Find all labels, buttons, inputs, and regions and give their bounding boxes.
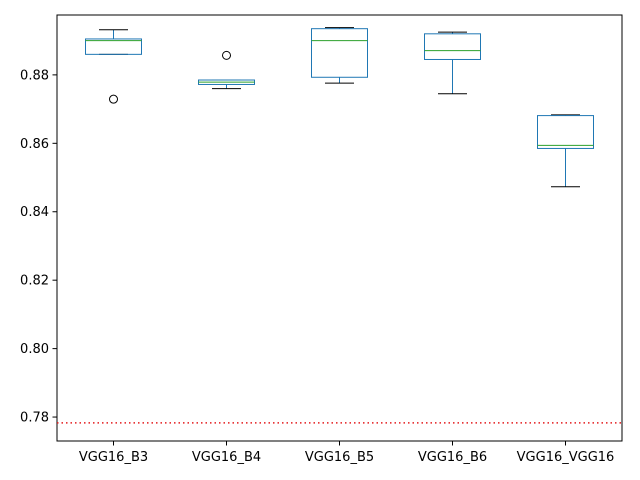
y-tick-label: 0.82: [20, 274, 49, 289]
box-vgg16-b5: [311, 27, 368, 84]
outlier-point: [222, 50, 231, 60]
y-tick-label: 0.80: [20, 342, 49, 357]
y-tick-label: 0.84: [20, 205, 49, 220]
y-tick-label: 0.78: [20, 411, 49, 426]
box-series: [85, 27, 594, 188]
x-tick-label: VGG16_B6: [418, 450, 487, 465]
y-tick-label: 0.86: [20, 137, 49, 152]
x-axis: VGG16_B3 VGG16_B4 VGG16_B5 VGG16_B6 VGG16_VG…: [79, 441, 614, 465]
y-tick-label: 0.88: [20, 68, 49, 83]
x-tick-label: VGG16_B4: [192, 450, 261, 465]
iqr-box: [537, 115, 594, 149]
x-tick-label: VGG16_B3: [79, 450, 148, 465]
outlier-point: [109, 94, 118, 104]
x-tick-label: VGG16_B5: [305, 450, 374, 465]
box-vgg16-b4: [198, 50, 255, 90]
box-vgg16-b6: [424, 31, 481, 95]
iqr-box: [85, 38, 142, 55]
iqr-box: [424, 33, 481, 60]
iqr-box: [311, 28, 368, 78]
box-vgg16-vgg16: [537, 114, 594, 188]
box-vgg16-b3: [85, 29, 142, 104]
x-tick-label: VGG16_VGG16: [517, 450, 615, 465]
y-axis: 0.78 0.80 0.82 0.84 0.86 0.88: [20, 68, 57, 426]
